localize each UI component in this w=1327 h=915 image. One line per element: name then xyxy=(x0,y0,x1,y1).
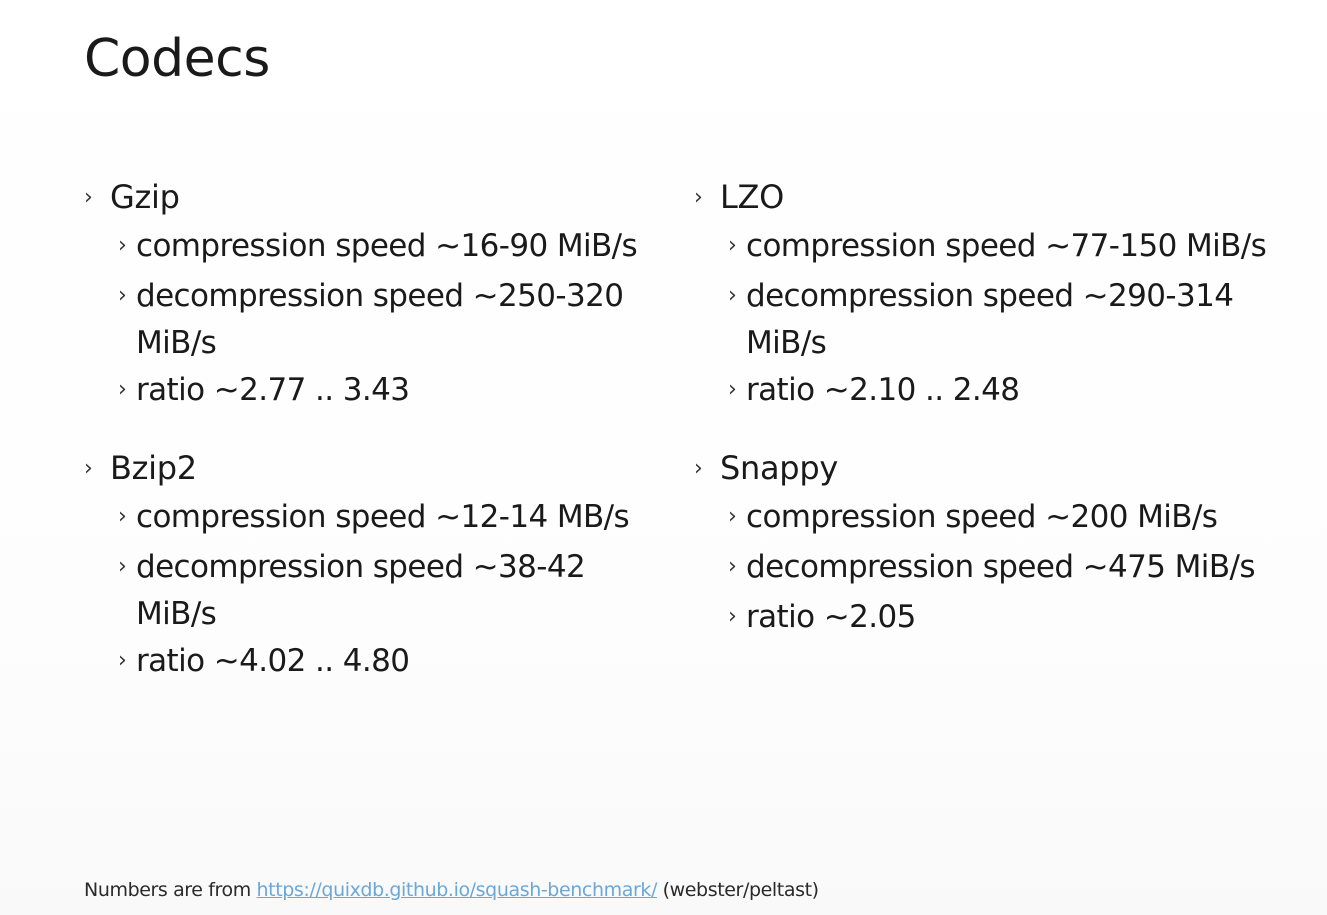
codec-details: › compression speed ~200 MiB/s › decompr… xyxy=(728,494,1314,644)
detail-text: decompression speed ~475 MiB/s xyxy=(746,549,1255,585)
detail-text: ratio ~2.77 .. 3.43 xyxy=(136,372,410,408)
codec-name: Gzip xyxy=(110,178,180,216)
bullet-icon: › xyxy=(728,377,737,402)
codec-details: › compression speed ~16-90 MiB/s › decom… xyxy=(118,223,644,417)
bullet-icon: › xyxy=(728,504,737,529)
bullet-icon: › xyxy=(84,456,93,481)
detail-text: compression speed ~200 MiB/s xyxy=(746,499,1218,535)
bullet-icon: › xyxy=(118,648,127,673)
codec-gzip: › Gzip › compression speed ~16-90 MiB/s … xyxy=(84,176,644,417)
detail-text: ratio ~2.10 .. 2.48 xyxy=(746,372,1020,408)
codec-snappy: › Snappy › compression speed ~200 MiB/s … xyxy=(694,447,1314,644)
footnote: Numbers are from https://quixdb.github.i… xyxy=(84,879,819,901)
benchmark-link[interactable]: https://quixdb.github.io/squash-benchmar… xyxy=(256,879,658,901)
codec-column-left: › Gzip › compression speed ~16-90 MiB/s … xyxy=(84,176,644,718)
list-item: › ratio ~2.77 .. 3.43 xyxy=(118,367,644,417)
codec-lzo: › LZO › compression speed ~77-150 MiB/s … xyxy=(694,176,1314,417)
codec-bzip2: › Bzip2 › compression speed ~12-14 MB/s … xyxy=(84,447,644,688)
bullet-icon: › xyxy=(118,283,127,308)
list-item: › compression speed ~200 MiB/s xyxy=(728,494,1314,544)
codec-details: › compression speed ~77-150 MiB/s › deco… xyxy=(728,223,1314,417)
footnote-suffix: (webster/peltast) xyxy=(656,879,819,901)
codec-name: Snappy xyxy=(720,449,838,487)
bullet-icon: › xyxy=(84,185,93,210)
bullet-icon: › xyxy=(118,554,127,579)
codec-column-right: › LZO › compression speed ~77-150 MiB/s … xyxy=(694,176,1314,674)
bullet-icon: › xyxy=(694,185,703,210)
detail-text: decompression speed ~38-42 MiB/s xyxy=(136,549,586,632)
detail-text: ratio ~4.02 .. 4.80 xyxy=(136,643,410,679)
detail-text: compression speed ~12-14 MB/s xyxy=(136,499,630,535)
codec-name: LZO xyxy=(720,178,785,216)
list-item: › decompression speed ~475 MiB/s xyxy=(728,544,1314,594)
detail-text: decompression speed ~250-320 MiB/s xyxy=(136,278,624,361)
detail-text: compression speed ~77-150 MiB/s xyxy=(746,228,1267,264)
bullet-icon: › xyxy=(118,504,127,529)
detail-text: decompression speed ~290-314 MiB/s xyxy=(746,278,1234,361)
bullet-icon: › xyxy=(728,283,737,308)
list-item: › decompression speed ~38-42 MiB/s xyxy=(118,544,644,638)
list-item: › ratio ~2.05 xyxy=(728,594,1314,644)
bullet-icon: › xyxy=(118,233,127,258)
list-item: › compression speed ~77-150 MiB/s xyxy=(728,223,1314,273)
footnote-prefix: Numbers are from xyxy=(84,879,257,901)
list-item: › compression speed ~16-90 MiB/s xyxy=(118,223,644,273)
codec-details: › compression speed ~12-14 MB/s › decomp… xyxy=(118,494,644,688)
slide-title: Codecs xyxy=(84,29,270,89)
bullet-icon: › xyxy=(118,377,127,402)
list-item: › compression speed ~12-14 MB/s xyxy=(118,494,644,544)
detail-text: compression speed ~16-90 MiB/s xyxy=(136,228,638,264)
list-item: › ratio ~4.02 .. 4.80 xyxy=(118,638,644,688)
bullet-icon: › xyxy=(728,233,737,258)
bullet-icon: › xyxy=(728,604,737,629)
bullet-icon: › xyxy=(728,554,737,579)
list-item: › decompression speed ~290-314 MiB/s xyxy=(728,273,1314,367)
bullet-icon: › xyxy=(694,456,703,481)
detail-text: ratio ~2.05 xyxy=(746,599,916,635)
list-item: › decompression speed ~250-320 MiB/s xyxy=(118,273,644,367)
codec-name: Bzip2 xyxy=(110,449,197,487)
list-item: › ratio ~2.10 .. 2.48 xyxy=(728,367,1314,417)
